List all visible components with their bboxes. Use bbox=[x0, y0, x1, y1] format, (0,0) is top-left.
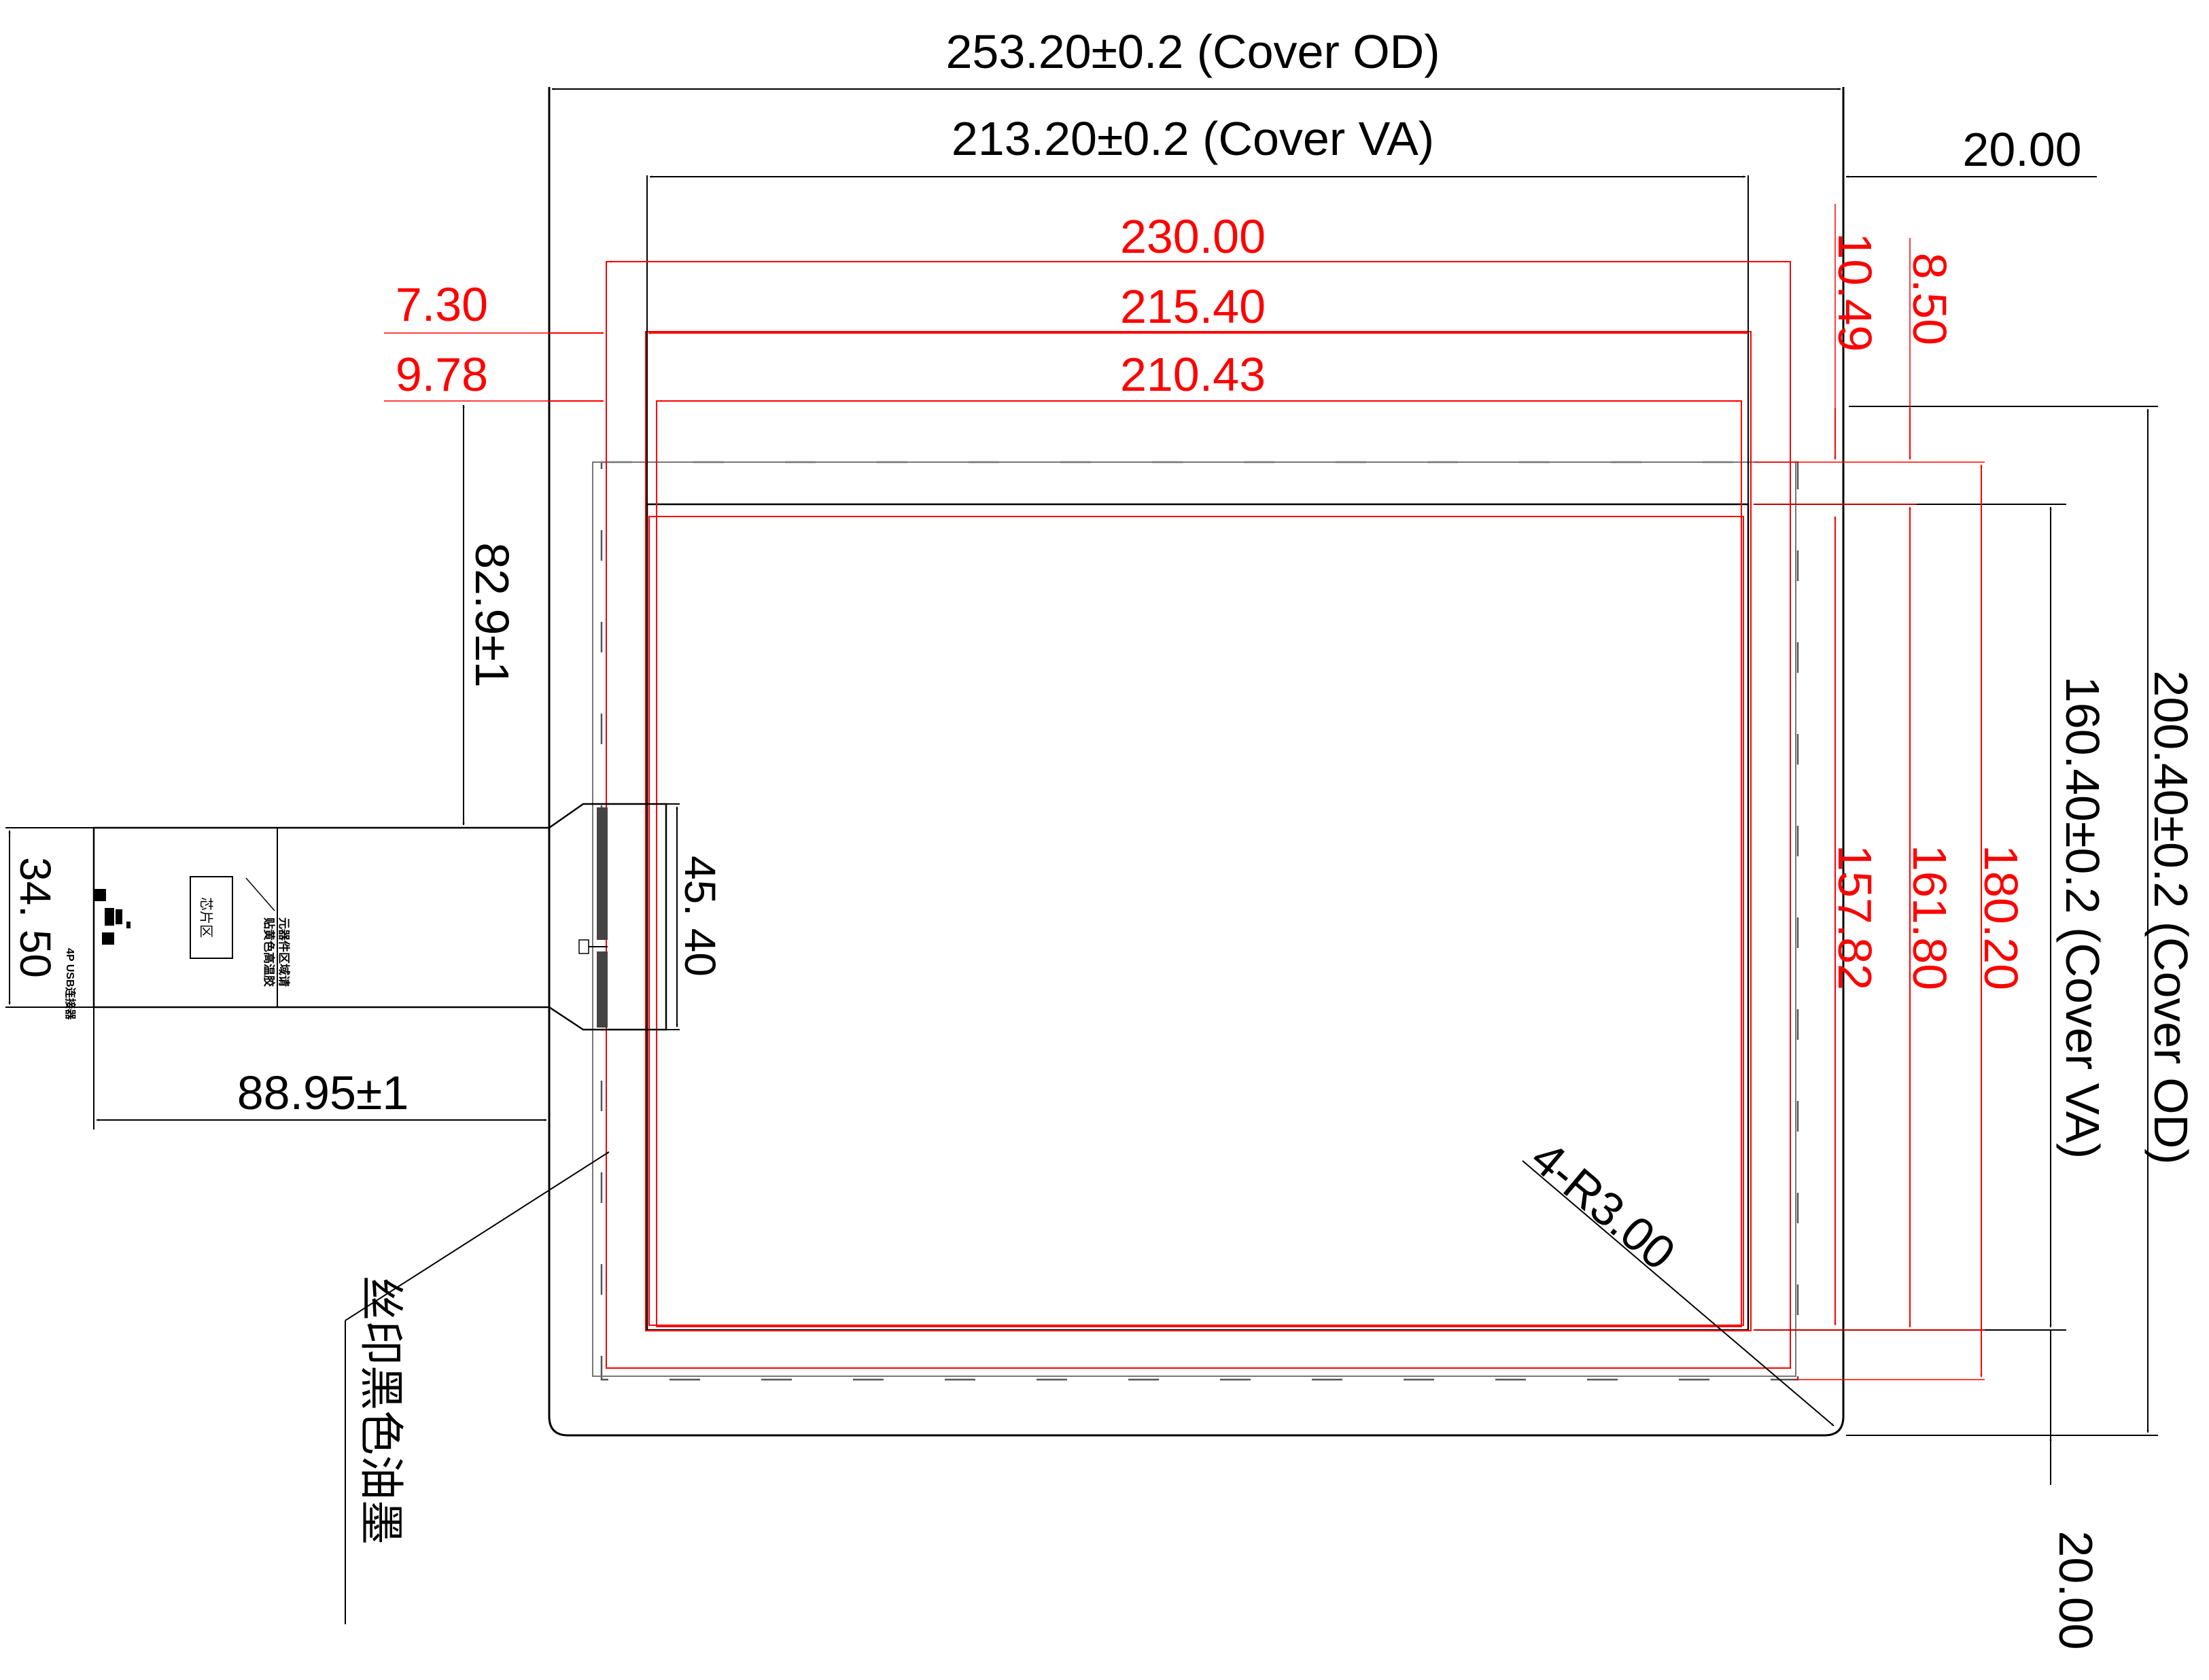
dim-label-height-180: 180.20 bbox=[1975, 845, 2028, 990]
dim-label-cover-od-width: 253.20±0.2 (Cover OD) bbox=[945, 25, 1440, 78]
dim-label-cover-od-height: 200.40±0.2 (Cover OD) bbox=[2144, 670, 2197, 1164]
cover-od-outline bbox=[548, 87, 1845, 1437]
sensor-outline-215 bbox=[645, 331, 1752, 1331]
usb-connector-icon bbox=[94, 889, 131, 945]
chip-area-box bbox=[190, 876, 233, 959]
dim-label-cover-va-height: 160.40±0.2 (Cover VA) bbox=[2056, 676, 2109, 1159]
dim-label-fpc-top: 82.9±1 bbox=[466, 542, 519, 688]
dim-label-width-210: 210.43 bbox=[1120, 348, 1266, 401]
dim-label-fpc-length: 88.95±1 bbox=[237, 1066, 409, 1119]
dim-label-cover-va-width: 213.20±0.2 (Cover VA) bbox=[952, 112, 1434, 165]
inner-outline-gray bbox=[592, 461, 1796, 1377]
dim-label-height-157: 157.82 bbox=[1828, 845, 1881, 990]
active-area-outline bbox=[648, 516, 1744, 1326]
dim-label-width-215: 215.40 bbox=[1120, 280, 1266, 333]
dim-label-left-9-78: 9.78 bbox=[396, 348, 488, 401]
corner-radius-leader bbox=[1522, 1160, 1834, 1427]
chip-area-label: 芯片区 bbox=[198, 897, 214, 938]
component-note-1: 元器件区域请 bbox=[277, 917, 291, 987]
dim-label-right-offset: 20.00 bbox=[1962, 123, 2081, 176]
usb-connector-label: 4P USB连接器 bbox=[64, 948, 77, 1021]
fpc-connector-pins-top bbox=[597, 807, 608, 940]
dim-label-left-7-30: 7.30 bbox=[396, 278, 488, 331]
dim-label-width-230: 230.00 bbox=[1120, 210, 1266, 263]
component-note-2: 贴黄色高温胶 bbox=[262, 917, 276, 987]
fpc-connector-pins-bottom bbox=[597, 951, 608, 1028]
dim-label-top-10-49: 10.49 bbox=[1828, 232, 1881, 351]
dim-label-fpc-connector: 45. 40 bbox=[676, 856, 725, 977]
dim-label-bottom-offset: 20.00 bbox=[2049, 1530, 2102, 1649]
dim-label-top-8-50: 8.50 bbox=[1903, 253, 1956, 345]
silk-print-note: 丝印黑色油墨 bbox=[356, 1276, 406, 1545]
dim-label-fpc-width: 34. 50 bbox=[11, 857, 60, 978]
corner-radius-label: 4-R3.00 bbox=[1521, 1131, 1685, 1280]
fpc-tail: 芯片区 元器件区域请 贴黄色高温胶 4P USB连接器 bbox=[64, 803, 667, 1031]
dim-label-height-161: 161.80 bbox=[1903, 845, 1956, 990]
